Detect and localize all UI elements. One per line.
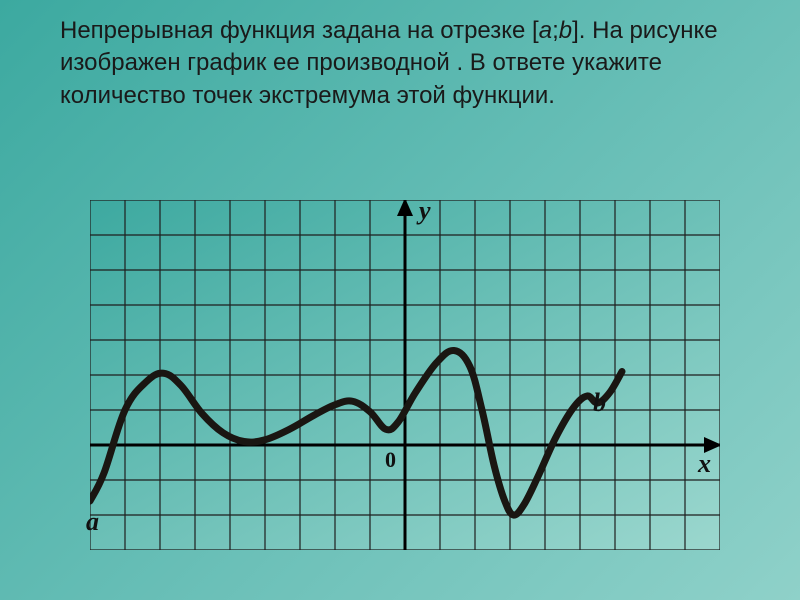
chart-grid: y x 0 a b xyxy=(90,200,720,550)
problem-text-part-0: Непрерывная функция задана на отрезке [ xyxy=(60,17,539,44)
problem-text: Непрерывная функция задана на отрезке [a… xyxy=(60,15,740,112)
axis-label-y: y xyxy=(419,196,431,226)
point-b-label: b xyxy=(593,388,606,418)
chart-container: y x 0 a b xyxy=(90,200,720,550)
problem-text-b: b xyxy=(559,17,572,44)
origin-label: 0 xyxy=(385,447,396,473)
point-a-label: a xyxy=(86,507,99,537)
chart-svg xyxy=(90,200,720,550)
problem-text-semi: ; xyxy=(552,17,559,44)
axis-label-x: x xyxy=(698,449,711,479)
problem-text-a: a xyxy=(539,17,552,44)
